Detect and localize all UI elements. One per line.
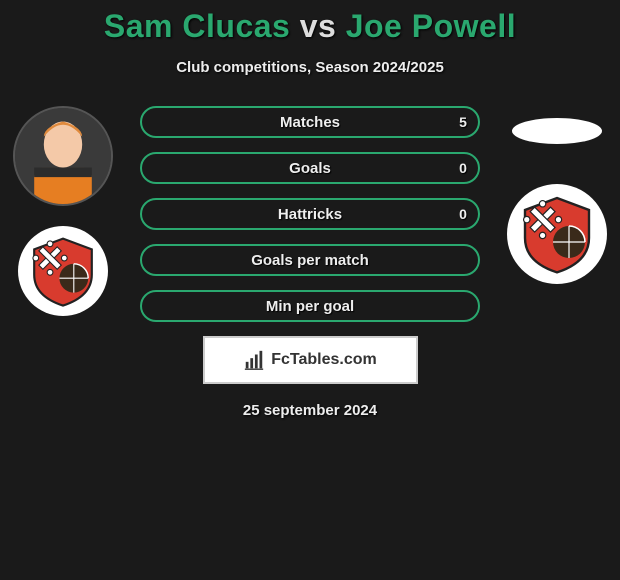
title-player1: Sam Clucas <box>104 8 290 44</box>
player1-photo <box>13 106 113 206</box>
stat-row-goals-per-match: Goals per match <box>140 244 480 276</box>
stat-right-value: 0 <box>448 206 478 222</box>
stat-right-value: 5 <box>448 114 478 130</box>
stat-row-hattricks: Hattricks 0 <box>140 198 480 230</box>
left-column <box>8 106 118 316</box>
watermark-text: FcTables.com <box>271 351 377 369</box>
content-area: Matches 5 Goals 0 Hattricks 0 Goals per … <box>0 106 620 419</box>
stat-label: Goals per match <box>172 252 448 269</box>
stats-table: Matches 5 Goals 0 Hattricks 0 Goals per … <box>140 106 480 322</box>
title-player2: Joe Powell <box>346 8 516 44</box>
stat-row-goals: Goals 0 <box>140 152 480 184</box>
watermark: FcTables.com <box>203 336 418 384</box>
player1-avatar-icon <box>15 108 111 204</box>
comparison-title: Sam Clucas vs Joe Powell <box>0 0 620 45</box>
date-line: 25 september 2024 <box>0 402 620 419</box>
stat-label: Goals <box>172 160 448 177</box>
stat-row-matches: Matches 5 <box>140 106 480 138</box>
stat-row-min-per-goal: Min per goal <box>140 290 480 322</box>
player1-club-crest <box>18 226 108 316</box>
stat-label: Min per goal <box>172 298 448 315</box>
player2-club-crest <box>507 184 607 284</box>
rotherham-crest-icon <box>27 235 99 307</box>
stat-right-value: 0 <box>448 160 478 176</box>
title-vs: vs <box>300 8 337 44</box>
player2-photo-placeholder <box>512 118 602 144</box>
right-column <box>502 106 612 284</box>
chart-bars-icon <box>243 349 265 371</box>
stat-label: Matches <box>172 114 448 131</box>
subtitle: Club competitions, Season 2024/2025 <box>0 59 620 76</box>
rotherham-crest-icon <box>517 194 597 274</box>
stat-label: Hattricks <box>172 206 448 223</box>
